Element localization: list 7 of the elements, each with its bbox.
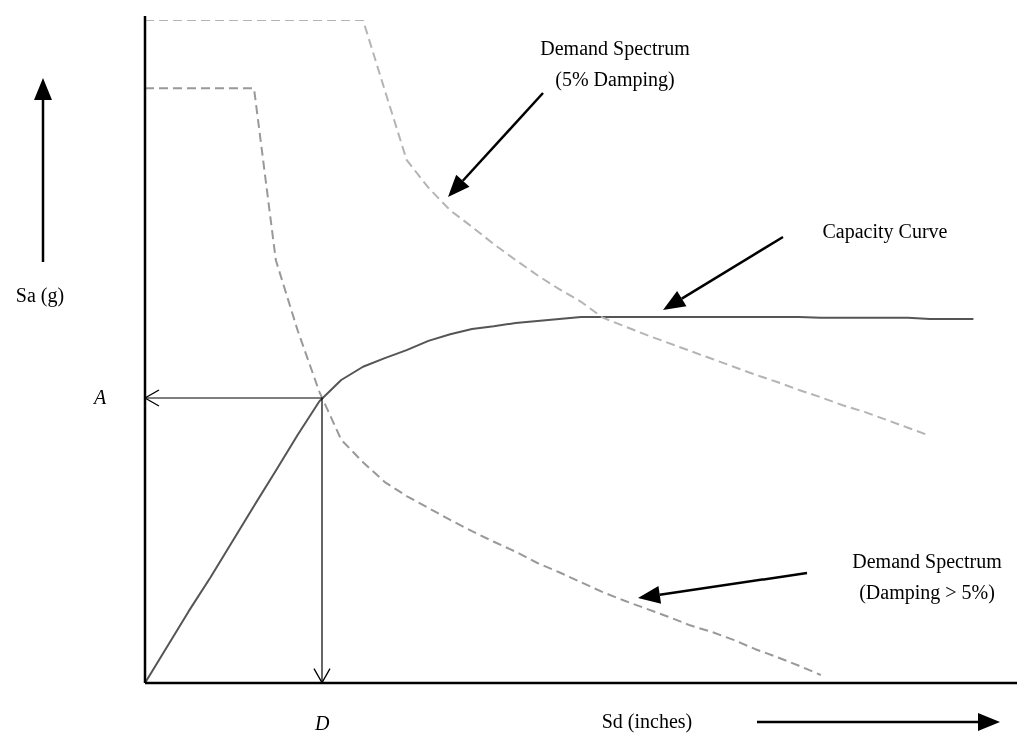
- annotation: Demand Spectrum (5% Damping): [540, 37, 691, 92]
- text: A: [91, 385, 107, 408]
- annotation: Capacity Curve: [822, 220, 948, 244]
- x-axis-title: Sd (inches): [601, 710, 693, 734]
- annotation: Demand Spectrum (Damping > 5%): [852, 550, 1003, 605]
- y-axis-title: Sa (g): [15, 284, 65, 308]
- text: D: [314, 712, 331, 735]
